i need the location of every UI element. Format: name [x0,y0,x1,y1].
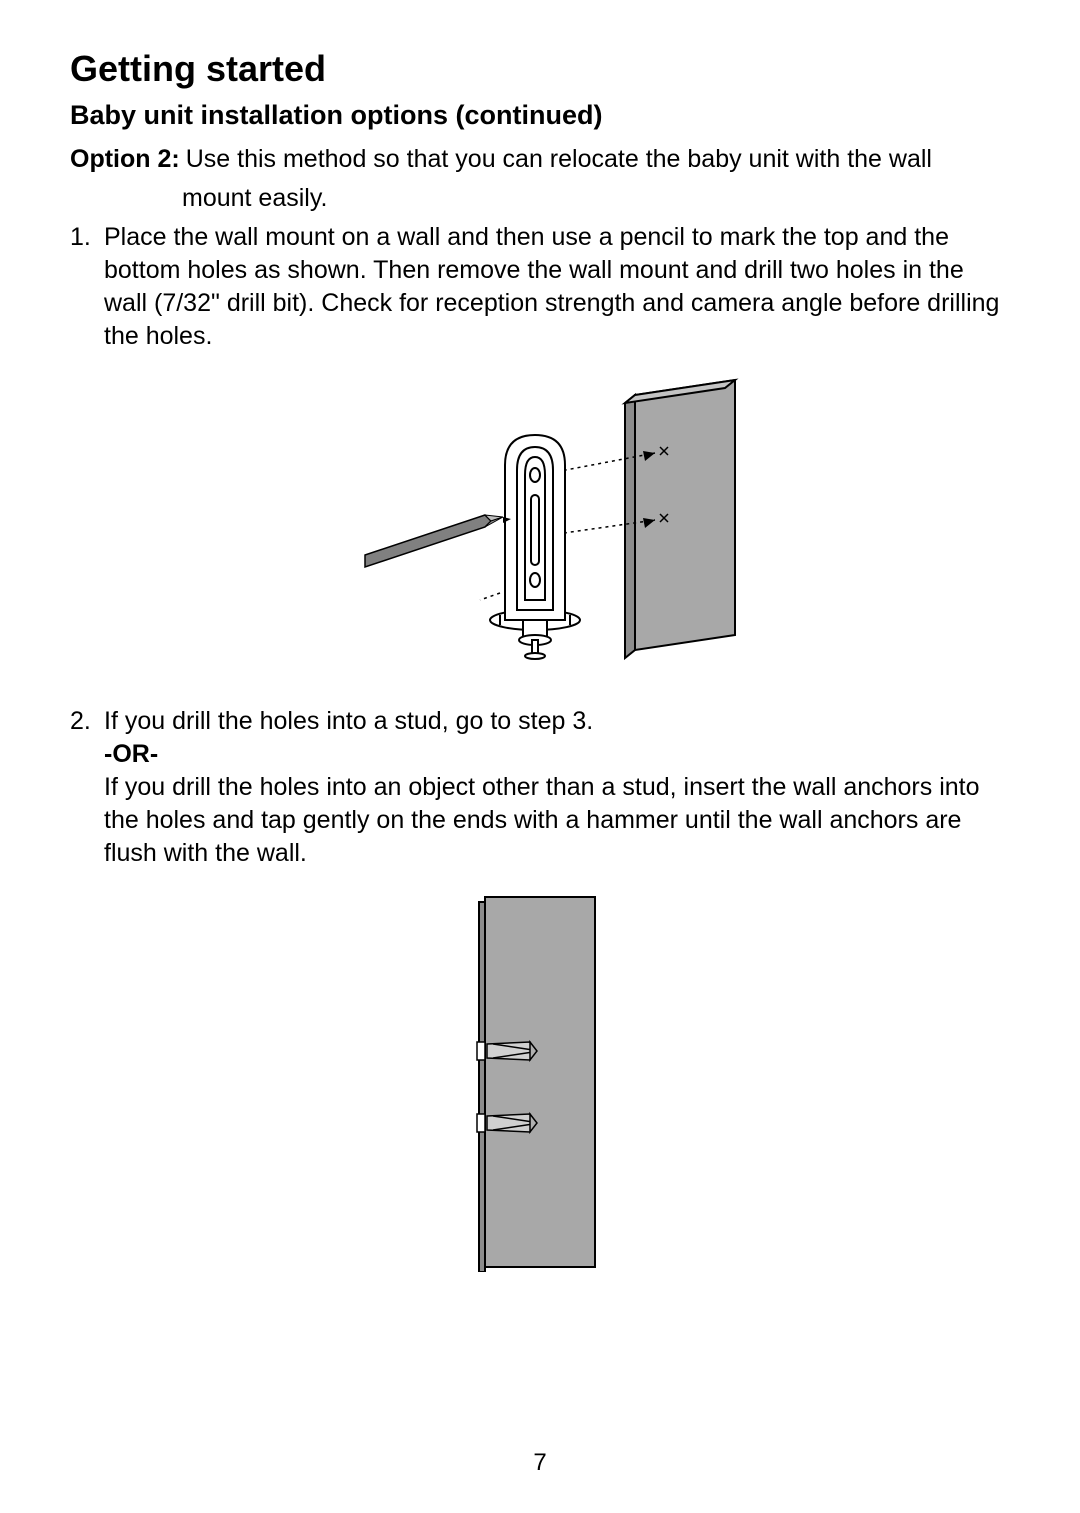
option-2-label: Option 2: [70,143,180,176]
step-2: 2. If you drill the holes into a stud, g… [70,705,1010,870]
step-1: 1. Place the wall mount on a wall and th… [70,221,1010,353]
figure-1-wrap [70,375,1010,675]
option-2-text-1: Use this method so that you can relocate… [186,143,932,176]
or-label: -OR- [104,738,1010,771]
page-subheading: Baby unit installation options (continue… [70,100,1010,131]
step-1-text: Place the wall mount on a wall and then … [104,221,1010,353]
wall-mount-bracket-icon [490,435,580,659]
option-2-line2: mount easily. [70,182,1010,215]
step-1-number: 1. [70,221,104,353]
wall-strip-side-icon [479,902,485,1272]
document-page: Getting started Baby unit installation o… [0,0,1080,1513]
step-2-text-b: If you drill the holes into an object ot… [104,771,1010,870]
wall-strip-icon [485,897,595,1267]
figure-1-svg [335,375,745,675]
page-number: 7 [0,1449,1080,1477]
figure-2-wrap [70,892,1010,1272]
step-2-body: If you drill the holes into a stud, go t… [104,705,1010,870]
step-2-text-a: If you drill the holes into a stud, go t… [104,705,1010,738]
option-2-line1: Option 2: Use this method so that you ca… [70,143,1010,176]
figure-2-svg [475,892,605,1272]
wall-block-icon [625,380,735,658]
pencil-icon [365,515,511,567]
step-2-number: 2. [70,705,104,870]
small-dotted-icon [480,593,500,600]
page-heading: Getting started [70,48,1010,90]
option-2-text-2: mount easily. [182,182,327,215]
